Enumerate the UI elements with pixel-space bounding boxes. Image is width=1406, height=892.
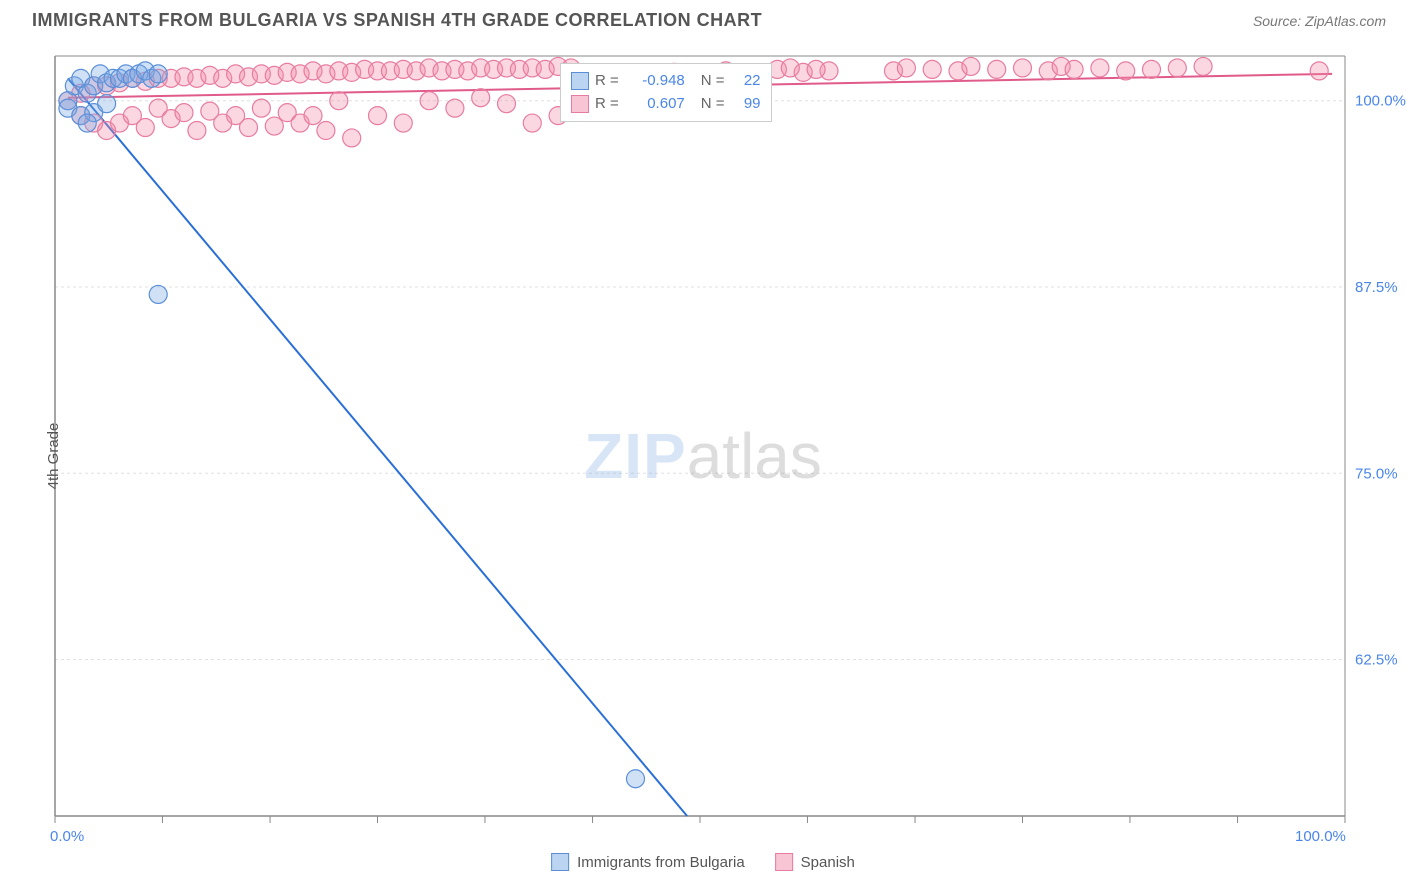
- legend-r-label: R =: [595, 93, 619, 116]
- legend-swatch: [551, 853, 569, 871]
- x-axis-end-label: 100.0%: [1295, 828, 1346, 845]
- scatter-chart: 100.0% 87.5% 75.0% 62.5%: [0, 41, 1406, 851]
- source-label: Source: ZipAtlas.com: [1253, 13, 1386, 29]
- legend-r-value: 0.607: [625, 93, 685, 116]
- y-axis-label: 4th Grade: [45, 423, 62, 490]
- svg-text:87.5%: 87.5%: [1355, 279, 1398, 296]
- legend-n-value: 22: [731, 70, 761, 93]
- legend-r-label: R =: [595, 70, 619, 93]
- legend-n-label: N =: [701, 93, 725, 116]
- svg-text:75.0%: 75.0%: [1355, 465, 1398, 482]
- legend-swatch: [571, 72, 589, 90]
- header: IMMIGRANTS FROM BULGARIA VS SPANISH 4TH …: [0, 0, 1406, 41]
- x-legend-label: Immigrants from Bulgaria: [577, 854, 745, 871]
- x-axis-legend: Immigrants from Bulgaria Spanish: [551, 853, 855, 871]
- legend-row: R = 0.607 N = 99: [571, 93, 761, 116]
- legend-n-value: 99: [731, 93, 761, 116]
- chart-container: 4th Grade 100.0%87.5%75.0%62.5% ZIPatlas…: [0, 41, 1406, 871]
- legend-n-label: N =: [701, 70, 725, 93]
- svg-text:100.0%: 100.0%: [1355, 93, 1406, 110]
- legend-swatch: [775, 853, 793, 871]
- legend-swatch: [571, 95, 589, 113]
- legend-r-value: -0.948: [625, 70, 685, 93]
- legend-row: R = -0.948 N = 22: [571, 70, 761, 93]
- x-axis-start-label: 0.0%: [50, 828, 84, 845]
- x-legend-label: Spanish: [801, 854, 855, 871]
- chart-title: IMMIGRANTS FROM BULGARIA VS SPANISH 4TH …: [32, 10, 762, 31]
- x-legend-item: Immigrants from Bulgaria: [551, 853, 745, 871]
- svg-text:62.5%: 62.5%: [1355, 652, 1398, 669]
- stats-legend: R = -0.948 N = 22 R = 0.607 N = 99: [560, 63, 772, 122]
- x-legend-item: Spanish: [775, 853, 855, 871]
